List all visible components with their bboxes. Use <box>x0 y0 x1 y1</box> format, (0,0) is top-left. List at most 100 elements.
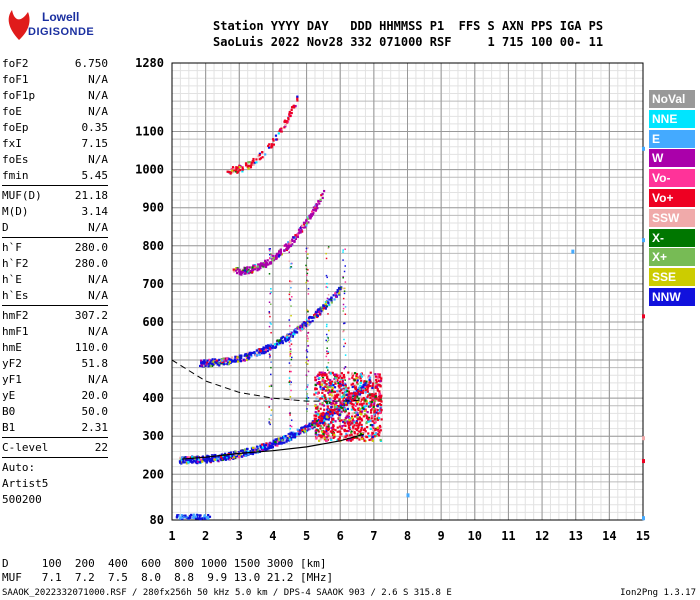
echo-point <box>317 310 321 314</box>
echo-point <box>642 314 645 319</box>
echo-point <box>354 385 357 388</box>
echo-point <box>264 448 267 452</box>
echo-point <box>178 460 182 463</box>
echo-point <box>321 391 324 394</box>
echo-point <box>338 425 341 428</box>
echo-point <box>214 360 217 364</box>
echo-point <box>350 399 353 402</box>
echo-point <box>366 376 370 379</box>
echo-point <box>195 461 198 464</box>
echo-point <box>277 255 280 258</box>
echo-point <box>287 433 290 436</box>
echo-point <box>279 341 282 345</box>
echo-point <box>270 143 273 146</box>
echo-point <box>241 170 244 173</box>
param-row-mufd: MUF(D) 21.18 <box>2 188 108 204</box>
echo-point <box>270 414 272 417</box>
echo-point <box>368 405 371 408</box>
echo-point <box>372 382 375 385</box>
echo-point <box>327 369 329 371</box>
echo-point <box>201 460 204 463</box>
echo-point <box>346 396 349 399</box>
echo-point <box>307 322 310 325</box>
echo-point <box>380 418 383 421</box>
echo-point <box>308 322 311 326</box>
echo-point <box>327 423 330 426</box>
echo-point <box>373 411 376 414</box>
echo-point <box>335 394 339 397</box>
echo-point <box>300 428 304 432</box>
echo-point <box>236 269 239 272</box>
echo-point <box>336 289 339 292</box>
echo-point <box>236 166 239 169</box>
echo-point <box>325 439 328 442</box>
echo-point <box>327 385 330 389</box>
echo-point <box>241 166 244 169</box>
echo-point <box>295 331 298 334</box>
echo-point <box>283 435 286 438</box>
echo-point <box>250 353 253 356</box>
echo-point <box>321 416 324 420</box>
echo-point <box>276 438 279 441</box>
echo-point <box>210 364 214 367</box>
echo-point <box>306 386 309 388</box>
echo-point <box>268 357 271 359</box>
echo-point <box>288 341 291 343</box>
echo-point <box>261 443 264 446</box>
echo-point <box>198 458 201 461</box>
y-tick-label: 700 <box>142 277 164 291</box>
echo-point <box>338 386 341 389</box>
echo-point <box>200 362 203 365</box>
echo-point <box>328 389 331 392</box>
echo-point <box>361 404 364 407</box>
echo-point <box>265 347 269 350</box>
echo-point <box>325 383 328 386</box>
echo-point <box>365 421 368 425</box>
echo-point <box>374 392 377 395</box>
echo-point <box>226 363 229 366</box>
echo-point <box>370 400 373 403</box>
echo-point <box>327 391 330 395</box>
echo-point <box>308 316 312 319</box>
echo-point <box>307 253 309 255</box>
echo-point <box>365 414 368 417</box>
echo-point <box>325 432 328 435</box>
echo-point <box>288 325 291 327</box>
echo-point <box>331 418 334 421</box>
echo-point <box>268 442 271 445</box>
echo-point <box>306 335 308 337</box>
echo-point <box>319 434 322 437</box>
echo-point <box>308 320 311 324</box>
echo-point <box>360 375 363 378</box>
echo-point <box>261 446 264 449</box>
echo-point <box>315 387 318 391</box>
echo-point <box>347 393 350 396</box>
echo-point <box>279 130 283 133</box>
param-value: N/A <box>88 153 108 166</box>
echo-point <box>229 455 233 458</box>
echo-point <box>333 396 336 399</box>
echo-point <box>247 354 250 357</box>
echo-point <box>346 407 349 411</box>
echo-point <box>277 250 281 253</box>
echo-point <box>290 286 292 289</box>
echo-point <box>238 164 241 167</box>
echo-point <box>187 516 190 520</box>
echo-point <box>323 372 327 375</box>
echo-point <box>240 273 243 276</box>
echo-point <box>333 433 336 436</box>
echo-point <box>329 381 332 384</box>
echo-point <box>266 345 270 348</box>
echo-point <box>266 448 269 451</box>
echo-point <box>376 377 379 380</box>
echo-point <box>311 426 314 429</box>
echo-point <box>202 364 205 367</box>
echo-point <box>380 408 383 412</box>
echo-point <box>311 210 314 213</box>
echo-point <box>289 353 291 356</box>
echo-point <box>303 326 306 329</box>
echo-point <box>226 170 229 173</box>
echo-point <box>320 425 323 428</box>
echo-point <box>326 276 328 279</box>
echo-point <box>253 351 256 354</box>
